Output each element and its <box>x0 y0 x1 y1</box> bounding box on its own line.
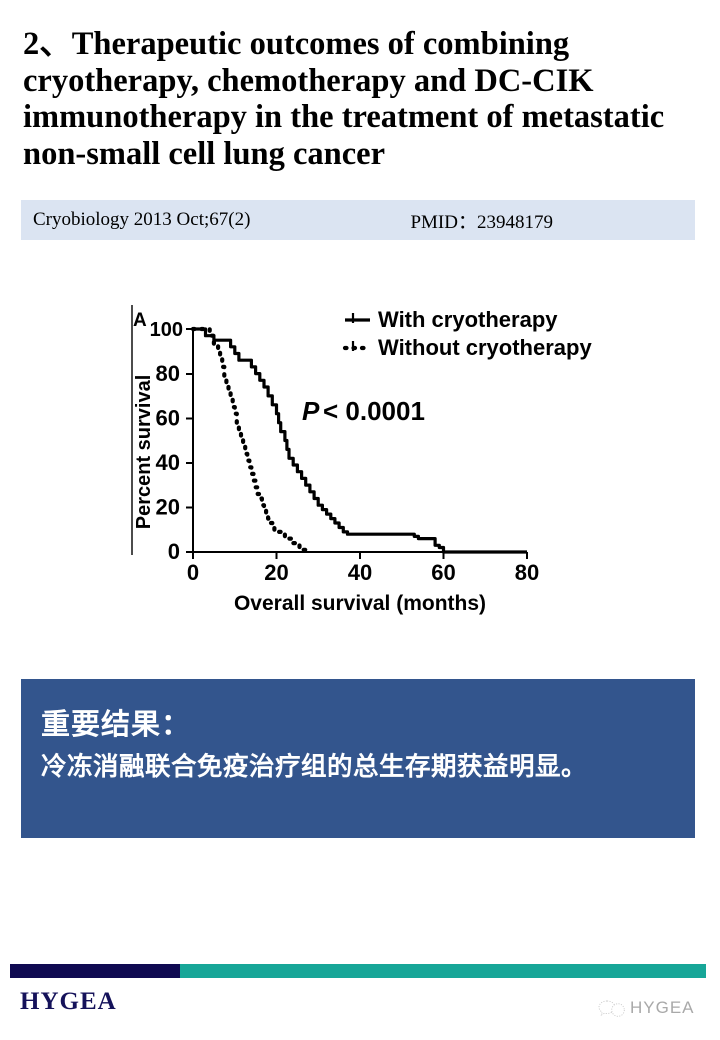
svg-text:20: 20 <box>264 560 288 585</box>
svg-text:< 0.0001: < 0.0001 <box>323 396 425 426</box>
svg-text:0: 0 <box>168 539 180 564</box>
svg-text:A: A <box>133 310 147 331</box>
svg-text:0: 0 <box>187 560 199 585</box>
svg-text:20: 20 <box>156 495 180 520</box>
svg-text:80: 80 <box>515 560 539 585</box>
svg-text:80: 80 <box>156 361 180 386</box>
svg-text:Overall survival (months): Overall survival (months) <box>234 592 486 615</box>
svg-text:100: 100 <box>150 319 183 341</box>
svg-text:60: 60 <box>156 406 180 431</box>
svg-text:With cryotherapy: With cryotherapy <box>378 307 558 332</box>
svg-text:Percent survival: Percent survival <box>133 375 155 530</box>
svg-text:60: 60 <box>431 560 455 585</box>
svg-text:40: 40 <box>348 560 372 585</box>
svg-text:P: P <box>302 396 320 426</box>
svg-text:Without cryotherapy: Without cryotherapy <box>378 335 592 360</box>
svg-text:40: 40 <box>156 450 180 475</box>
